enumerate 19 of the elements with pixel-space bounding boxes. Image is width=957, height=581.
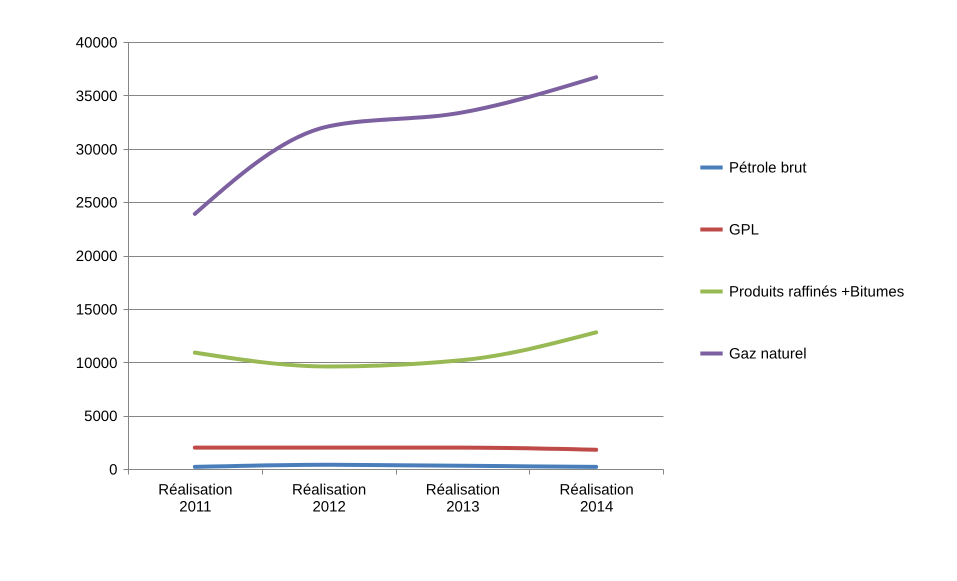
line-series — [192, 330, 598, 369]
x-tick-label: Réalisation 2011 — [158, 482, 232, 516]
x-tick-label: Réalisation 2012 — [292, 482, 366, 516]
y-tick-label: 5000 — [84, 408, 118, 426]
y-tick-label: 20000 — [76, 248, 118, 265]
y-tick-label: 10000 — [76, 354, 118, 372]
y-tick-label: 40000 — [76, 34, 118, 52]
y-tick-label: 35000 — [76, 88, 118, 105]
y-tick-label: 30000 — [76, 141, 118, 158]
x-tick-label: Réalisation 2014 — [560, 482, 634, 516]
legend-label: Pétrole brut — [729, 160, 808, 176]
legend-label: GPL — [729, 222, 760, 238]
y-tick-label: 25000 — [76, 194, 118, 212]
y-tick-label: 15000 — [76, 301, 118, 318]
y-tick-label: 0 — [109, 462, 118, 478]
legend-label: Produits raffinés +Bitumes — [729, 284, 904, 300]
legend-label: Gaz naturel — [729, 346, 807, 362]
x-tick-label: Réalisation 2013 — [426, 482, 500, 516]
line-series — [192, 75, 598, 216]
